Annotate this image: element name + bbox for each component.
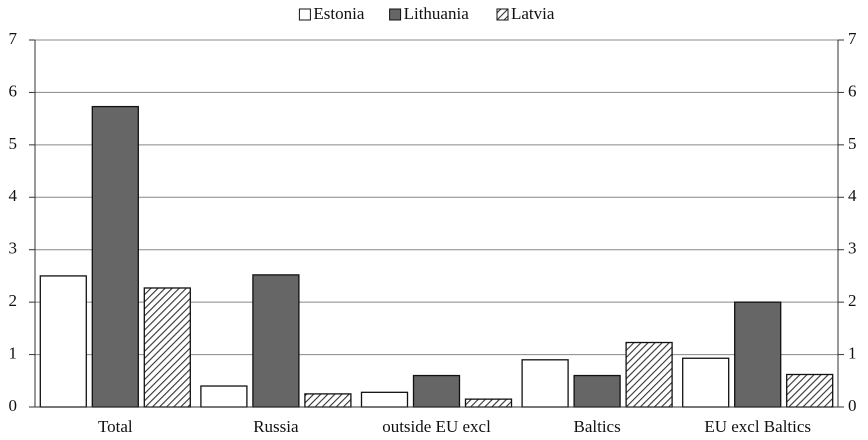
y-tick-label: 3: [9, 239, 18, 258]
y-tick-label: 0: [9, 396, 18, 415]
bar: [786, 373, 834, 408]
bar: [625, 341, 673, 408]
legend-label: Lithuania: [404, 4, 470, 23]
bar: [360, 391, 409, 408]
legend-swatch: [298, 8, 311, 21]
x-tick-label: Total: [97, 417, 133, 436]
bar: [734, 301, 782, 408]
legend-label: Estonia: [313, 4, 364, 23]
bar: [252, 274, 300, 408]
x-tick-label: EU excl Baltics: [704, 417, 812, 436]
bar: [91, 105, 139, 408]
bar: [682, 357, 730, 408]
x-tick-label: Russia: [253, 417, 299, 436]
legend-swatch: [496, 8, 509, 21]
bar: [521, 359, 569, 408]
bar: [39, 275, 87, 408]
y2-tick-label: 4: [848, 186, 857, 205]
y-tick-label: 1: [9, 343, 18, 362]
y-tick-label: 5: [9, 134, 18, 153]
y-tick-label: 4: [9, 186, 18, 205]
bar: [143, 287, 191, 408]
y2-tick-label: 7: [848, 29, 857, 48]
x-tick-label: outside EU excl Russia: [382, 417, 491, 440]
bar: [412, 374, 461, 408]
bar: [464, 398, 513, 408]
y2-tick-label: 2: [848, 291, 857, 310]
legend-swatch: [389, 8, 402, 21]
bar: [200, 385, 248, 408]
y2-tick-label: 3: [848, 239, 857, 258]
y-tick-label: 2: [9, 291, 18, 310]
bar: [304, 393, 352, 408]
bar: [573, 374, 621, 408]
legend-label: Latvia: [511, 4, 555, 23]
y2-tick-label: 1: [848, 343, 857, 362]
y-tick-label: 6: [9, 81, 18, 100]
y2-tick-label: 6: [848, 81, 857, 100]
y2-tick-label: 0: [848, 396, 857, 415]
y2-tick-label: 5: [848, 134, 857, 153]
x-tick-label: Baltics: [573, 417, 621, 436]
y-tick-label: 7: [9, 29, 18, 48]
